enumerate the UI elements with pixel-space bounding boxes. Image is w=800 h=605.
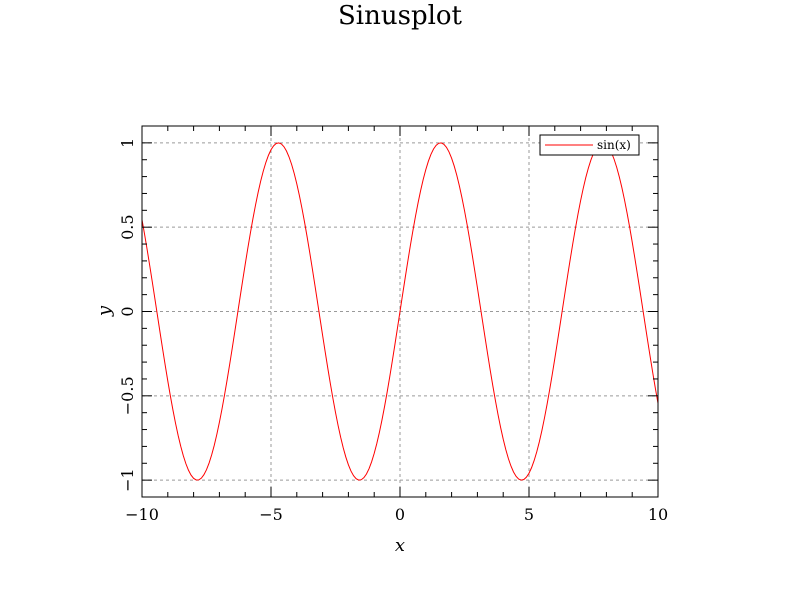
tick-marks (141, 126, 659, 497)
x-axis-label: x (395, 535, 405, 556)
series-line-sin (141, 142, 659, 481)
chart-title: Sinusplot (338, 1, 463, 31)
y-axis-label: y (94, 305, 115, 317)
y-tick-label: 1 (118, 138, 137, 148)
tick-labels: −10 −5 0 5 10 −1 −0.5 0 0.5 1 (118, 138, 668, 524)
x-tick-label: 0 (395, 505, 405, 524)
legend-label: sin(x) (597, 138, 631, 152)
y-tick-label: −1 (118, 468, 137, 492)
y-tick-label: 0.5 (118, 214, 137, 239)
y-tick-label: −0.5 (118, 376, 137, 415)
y-tick-label: 0 (118, 306, 137, 316)
series-layer (141, 142, 659, 481)
grid-lines (142, 126, 658, 497)
x-tick-label: −5 (259, 505, 283, 524)
x-tick-label: 5 (524, 505, 534, 524)
x-tick-label: −10 (125, 505, 159, 524)
x-tick-label: 10 (648, 505, 668, 524)
legend: sin(x) (539, 134, 640, 156)
